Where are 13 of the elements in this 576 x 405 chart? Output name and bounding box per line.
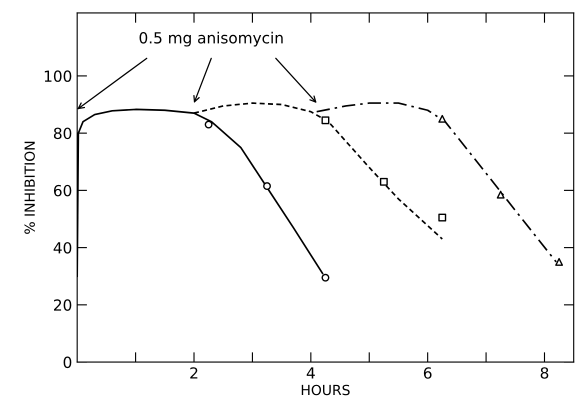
y-tick-label: 20 — [54, 299, 72, 311]
x-tick-label: 8 — [540, 367, 548, 379]
y-tick-label: 60 — [54, 184, 72, 196]
y-axis-title: % INHIBITION — [24, 142, 35, 234]
y-tick-label: 40 — [54, 242, 72, 254]
y-tick-label: 0 — [64, 356, 72, 368]
y-tick-label: 80 — [54, 128, 72, 140]
x-axis-title: HOURS — [302, 384, 350, 396]
x-tick-label: 6 — [424, 367, 432, 379]
y-tick-label: 100 — [44, 70, 72, 82]
annotation: 0.5 mg anisomycin — [140, 32, 283, 47]
x-tick-label: 4 — [306, 367, 315, 379]
x-tick-label: 2 — [190, 367, 198, 379]
